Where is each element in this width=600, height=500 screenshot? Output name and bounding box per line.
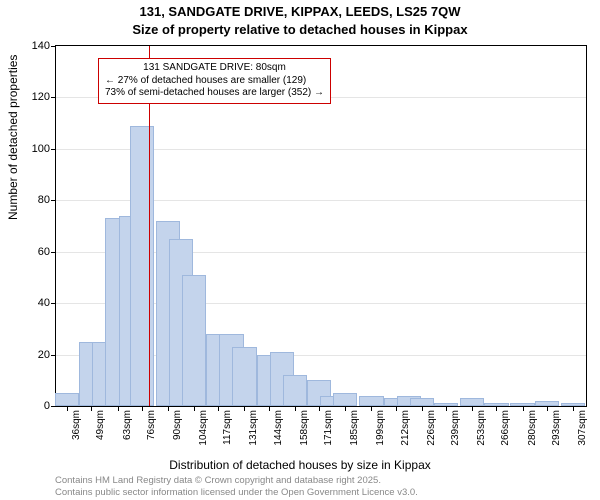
x-tick-label: 293sqm — [551, 410, 562, 446]
y-tick-label: 80 — [38, 194, 50, 206]
x-tick-mark — [446, 406, 447, 411]
x-tick-label: 104sqm — [198, 410, 209, 446]
x-tick-mark — [168, 406, 169, 411]
x-tick-label: 307sqm — [577, 410, 588, 446]
x-tick-label: 144sqm — [273, 410, 284, 446]
annotation-line2: ← 27% of detached houses are smaller (12… — [105, 75, 324, 88]
x-tick-label: 185sqm — [349, 410, 360, 446]
histogram-bar — [130, 126, 154, 406]
x-tick-mark — [118, 406, 119, 411]
y-tick-mark — [51, 46, 56, 47]
annotation-line3: 73% of semi-detached houses are larger (… — [105, 87, 324, 100]
x-axis-label: Distribution of detached houses by size … — [0, 458, 600, 472]
chart-footer: Contains HM Land Registry data © Crown c… — [55, 475, 418, 498]
x-tick-label: 90sqm — [172, 410, 183, 440]
x-tick-mark — [573, 406, 574, 411]
x-tick-mark — [345, 406, 346, 411]
y-tick-label: 40 — [38, 297, 50, 309]
histogram-bar — [333, 393, 357, 406]
x-tick-label: 239sqm — [450, 410, 461, 446]
y-axis-label: Number of detached properties — [6, 55, 20, 220]
histogram-bar — [182, 275, 206, 406]
x-tick-mark — [496, 406, 497, 411]
y-tick-mark — [51, 406, 56, 407]
x-tick-label: 280sqm — [527, 410, 538, 446]
y-tick-mark — [51, 355, 56, 356]
y-tick-label: 140 — [32, 40, 50, 52]
y-tick-label: 120 — [32, 91, 50, 103]
chart-title-description: Size of property relative to detached ho… — [0, 22, 600, 37]
x-tick-mark — [319, 406, 320, 411]
annotation-box: 131 SANDGATE DRIVE: 80sqm← 27% of detach… — [98, 58, 331, 104]
x-tick-label: 171sqm — [323, 410, 334, 446]
chart-title-address: 131, SANDGATE DRIVE, KIPPAX, LEEDS, LS25… — [0, 4, 600, 19]
x-tick-mark — [472, 406, 473, 411]
histogram-bar — [232, 347, 256, 406]
x-tick-label: 212sqm — [400, 410, 411, 446]
x-tick-label: 63sqm — [122, 410, 133, 440]
x-tick-mark — [194, 406, 195, 411]
x-tick-mark — [218, 406, 219, 411]
x-tick-label: 158sqm — [299, 410, 310, 446]
x-tick-label: 253sqm — [476, 410, 487, 446]
x-tick-mark — [422, 406, 423, 411]
x-tick-mark — [523, 406, 524, 411]
y-tick-mark — [51, 200, 56, 201]
y-tick-label: 60 — [38, 246, 50, 258]
y-tick-mark — [51, 252, 56, 253]
histogram-bar — [55, 393, 79, 406]
histogram-bar — [460, 398, 484, 406]
y-tick-mark — [51, 303, 56, 304]
x-tick-mark — [371, 406, 372, 411]
histogram-bar — [410, 398, 434, 406]
annotation-line1: 131 SANDGATE DRIVE: 80sqm — [105, 62, 324, 75]
x-tick-mark — [91, 406, 92, 411]
footer-copyright-line1: Contains HM Land Registry data © Crown c… — [55, 475, 418, 486]
x-tick-label: 266sqm — [500, 410, 511, 446]
y-tick-label: 0 — [44, 400, 50, 412]
y-tick-mark — [51, 97, 56, 98]
plot-area: 02040608010012014036sqm49sqm63sqm76sqm90… — [55, 45, 587, 407]
footer-copyright-line2: Contains public sector information licen… — [55, 487, 418, 498]
x-tick-label: 131sqm — [248, 410, 259, 446]
y-tick-label: 20 — [38, 349, 50, 361]
x-tick-mark — [295, 406, 296, 411]
x-tick-label: 76sqm — [146, 410, 157, 440]
x-tick-mark — [269, 406, 270, 411]
x-tick-mark — [142, 406, 143, 411]
y-tick-label: 100 — [32, 143, 50, 155]
property-size-chart: 131, SANDGATE DRIVE, KIPPAX, LEEDS, LS25… — [0, 0, 600, 500]
x-tick-mark — [67, 406, 68, 411]
histogram-bar — [359, 396, 383, 406]
x-tick-label: 226sqm — [426, 410, 437, 446]
x-tick-mark — [396, 406, 397, 411]
x-tick-label: 49sqm — [95, 410, 106, 440]
x-tick-mark — [547, 406, 548, 411]
x-tick-label: 199sqm — [375, 410, 386, 446]
x-tick-label: 36sqm — [71, 410, 82, 440]
histogram-bar — [283, 375, 307, 406]
x-tick-mark — [244, 406, 245, 411]
y-tick-mark — [51, 149, 56, 150]
x-tick-label: 117sqm — [222, 410, 233, 445]
